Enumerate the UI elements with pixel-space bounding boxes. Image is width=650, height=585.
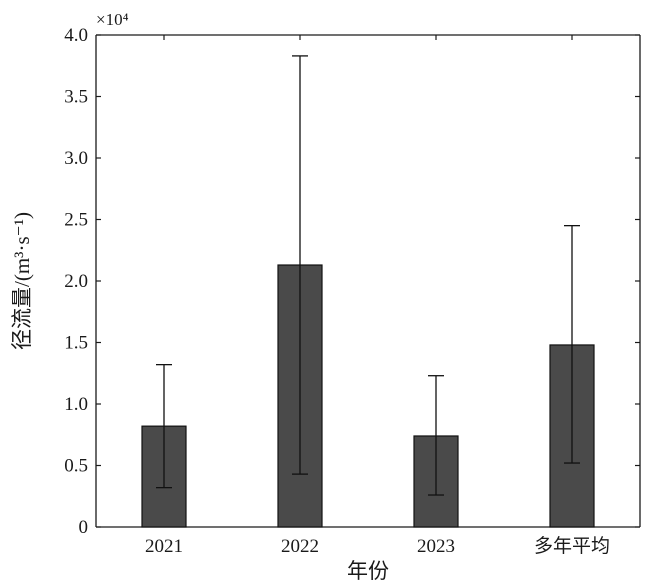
y-tick-label: 4.0 (64, 25, 88, 46)
y-ticks: 0 0.5 1.0 1.5 2.0 2.5 3.0 3.5 4.0 (64, 25, 640, 538)
y-tick-label: 1.5 (64, 333, 88, 354)
y-tick-label: 2.5 (64, 210, 88, 231)
y-multiplier-label: ×10⁴ (96, 10, 129, 29)
y-tick-label: 3.0 (64, 148, 88, 169)
x-tick-label: 2023 (417, 536, 455, 557)
y-tick-label: 0.5 (64, 456, 88, 477)
x-axis-title: 年份 (347, 559, 389, 583)
y-tick-label: 3.5 (64, 87, 88, 108)
y-tick-label: 0 (79, 517, 89, 538)
x-tick-label: 2021 (145, 536, 183, 557)
x-tick-label: 2022 (281, 536, 319, 557)
y-axis-title: 径流量/(m³·s⁻¹) (10, 212, 34, 350)
bars (141, 264, 595, 528)
y-tick-label: 1.0 (64, 394, 88, 415)
error-bars (156, 55, 580, 496)
x-ticks: 2021 2022 2023 多年平均 (145, 35, 610, 557)
y-tick-label: 2.0 (64, 271, 88, 292)
x-tick-label: 多年平均 (534, 535, 610, 557)
